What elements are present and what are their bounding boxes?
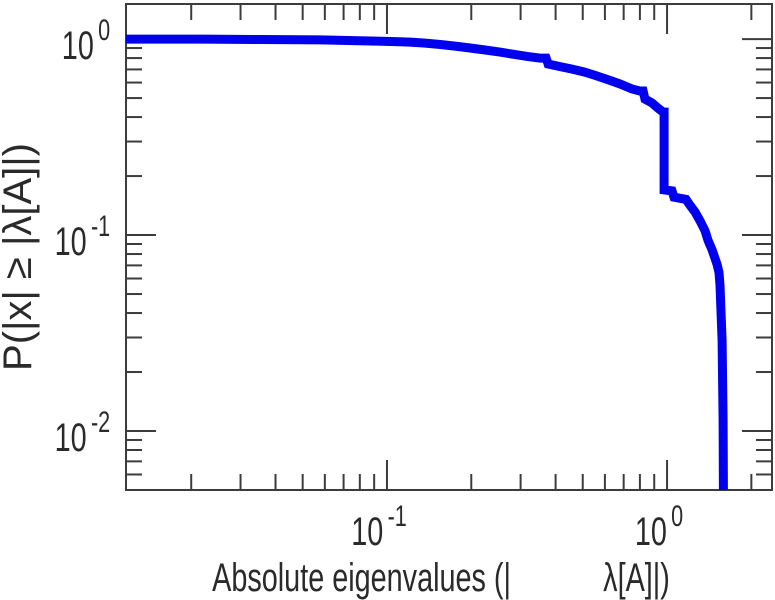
tick-base: 10 [61, 24, 94, 69]
tick-exponent: -1 [90, 210, 110, 244]
tick-exponent: -2 [90, 406, 110, 439]
y-tick-label-1e-1: 10 -1 [54, 210, 110, 266]
x-axis-label: Absolute eigenvalues (| λ[A]|) [212, 558, 670, 598]
y-axis-label: P(|x| ≥ |λ[A]|) [0, 143, 40, 371]
tick-exponent: 0 [97, 14, 110, 48]
tick-base: 10 [54, 416, 87, 460]
tick-base: 10 [54, 220, 87, 265]
tick-exponent: 0 [671, 500, 684, 533]
x-axis-label-part1: Absolute eigenvalues (| [212, 556, 512, 600]
tick-base: 10 [634, 510, 667, 554]
x-tick-label-1e0: 10 0 [634, 500, 683, 556]
tick-exponent: -1 [387, 500, 407, 533]
y-tick-label-1e0: 10 0 [61, 14, 110, 70]
x-axis-label-part2: λ[A]|) [603, 556, 670, 600]
y-tick-label-1e-2: 10 -2 [54, 406, 110, 462]
tick-base: 10 [351, 510, 384, 554]
x-tick-label-1e-1: 10 -1 [351, 500, 407, 556]
